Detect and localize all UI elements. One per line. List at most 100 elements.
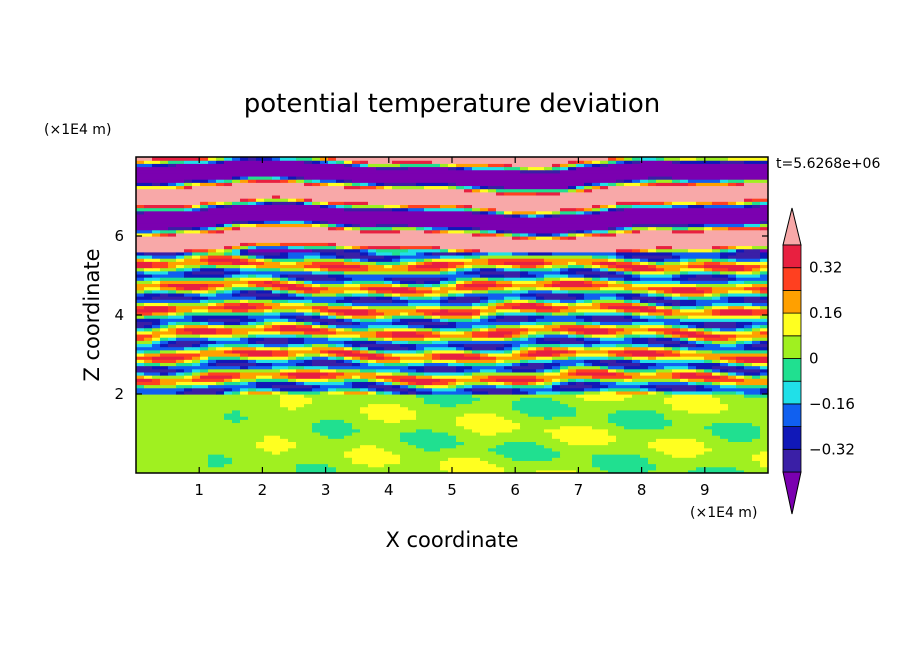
contour-cell <box>512 283 545 288</box>
contour-cell <box>320 264 361 269</box>
contour-cell <box>560 207 577 212</box>
contour-cell <box>512 346 521 351</box>
contour-cell <box>520 286 537 291</box>
contour-cell <box>448 299 481 303</box>
contour-cell <box>672 346 681 351</box>
contour-cell <box>584 337 601 341</box>
contour-cell <box>544 299 561 303</box>
contour-cell <box>568 160 577 164</box>
contour-cell <box>392 384 401 389</box>
contour-cell <box>592 267 601 272</box>
contour-cell <box>160 283 169 288</box>
contour-cell <box>400 311 409 316</box>
contour-cell <box>136 454 209 458</box>
contour-cell <box>136 163 153 168</box>
contour-cell <box>144 270 169 275</box>
contour-cell <box>336 368 361 373</box>
contour-cell <box>216 160 225 164</box>
contour-cell <box>376 318 393 322</box>
contour-cell <box>440 333 473 338</box>
contour-cell <box>432 352 441 357</box>
contour-cell <box>248 390 273 395</box>
y-tick-label: 4 <box>114 306 124 324</box>
contour-cell <box>344 182 353 187</box>
contour-cell <box>376 375 417 379</box>
contour-cell <box>312 280 345 284</box>
contour-cell <box>360 185 377 190</box>
contour-cell <box>744 267 753 272</box>
contour-cell <box>504 315 529 319</box>
contour-cell <box>552 431 609 436</box>
contour-cell <box>528 251 553 256</box>
contour-cell <box>280 394 305 398</box>
contour-cell <box>432 330 441 335</box>
contour-cell <box>280 242 329 247</box>
contour-cell <box>688 381 697 386</box>
contour-cell <box>160 258 177 262</box>
contour-cell <box>296 333 313 338</box>
contour-cell <box>496 229 505 234</box>
contour-cell <box>688 270 713 275</box>
contour-cell <box>424 349 433 354</box>
contour-cell <box>264 311 281 316</box>
contour-cell <box>224 387 233 392</box>
contour-cell <box>208 359 217 363</box>
contour-cell <box>616 254 625 259</box>
contour-cell <box>760 435 768 439</box>
contour-cell <box>728 438 753 442</box>
contour-cell <box>424 447 441 452</box>
contour-cell <box>368 264 385 269</box>
contour-cell <box>512 330 521 335</box>
contour-cell <box>664 321 681 326</box>
contour-cell <box>360 321 393 326</box>
contour-cell <box>344 315 353 319</box>
contour-cell <box>520 324 545 329</box>
contour-cell <box>424 384 449 389</box>
contour-cell <box>200 182 217 187</box>
contour-cell <box>440 378 457 382</box>
contour-cell <box>576 394 633 398</box>
contour-cell <box>648 286 673 291</box>
colorbar-label: 0.32 <box>809 259 842 277</box>
contour-cell <box>432 327 441 332</box>
contour-cell <box>472 204 593 209</box>
contour-cell <box>224 349 233 354</box>
contour-cell <box>408 441 465 446</box>
contour-cell <box>512 264 521 269</box>
contour-cell <box>376 182 385 187</box>
contour-cell <box>232 261 249 266</box>
contour-cell <box>352 299 393 303</box>
contour-cell <box>296 277 305 281</box>
contour-cell <box>280 435 329 439</box>
contour-cell <box>656 157 665 161</box>
contour-cell <box>288 251 321 256</box>
contour-cell <box>336 245 345 250</box>
contour-cell <box>384 447 425 452</box>
contour-cell <box>552 321 577 326</box>
contour-cell <box>496 431 553 436</box>
contour-cell <box>608 305 649 310</box>
contour-cell <box>168 289 177 294</box>
contour-cell <box>560 438 617 442</box>
contour-cell <box>256 324 265 329</box>
contour-cell <box>280 273 289 278</box>
contour-cell <box>304 182 313 187</box>
contour-cell <box>528 343 561 348</box>
contour-cell <box>544 381 553 386</box>
contour-cell <box>472 264 497 269</box>
contour-cell <box>136 419 233 424</box>
contour-cell <box>168 315 185 319</box>
contour-cell <box>496 305 513 310</box>
contour-cell <box>296 318 305 322</box>
contour-cell <box>368 289 377 294</box>
contour-cell <box>216 286 225 291</box>
contour-cell <box>520 213 529 218</box>
contour-cell <box>640 201 665 205</box>
contour-cell <box>704 368 713 373</box>
contour-cell <box>256 375 273 379</box>
contour-cell <box>336 387 361 392</box>
contour-cell <box>192 384 209 389</box>
contour-cell <box>328 356 337 360</box>
contour-cell <box>720 359 729 363</box>
